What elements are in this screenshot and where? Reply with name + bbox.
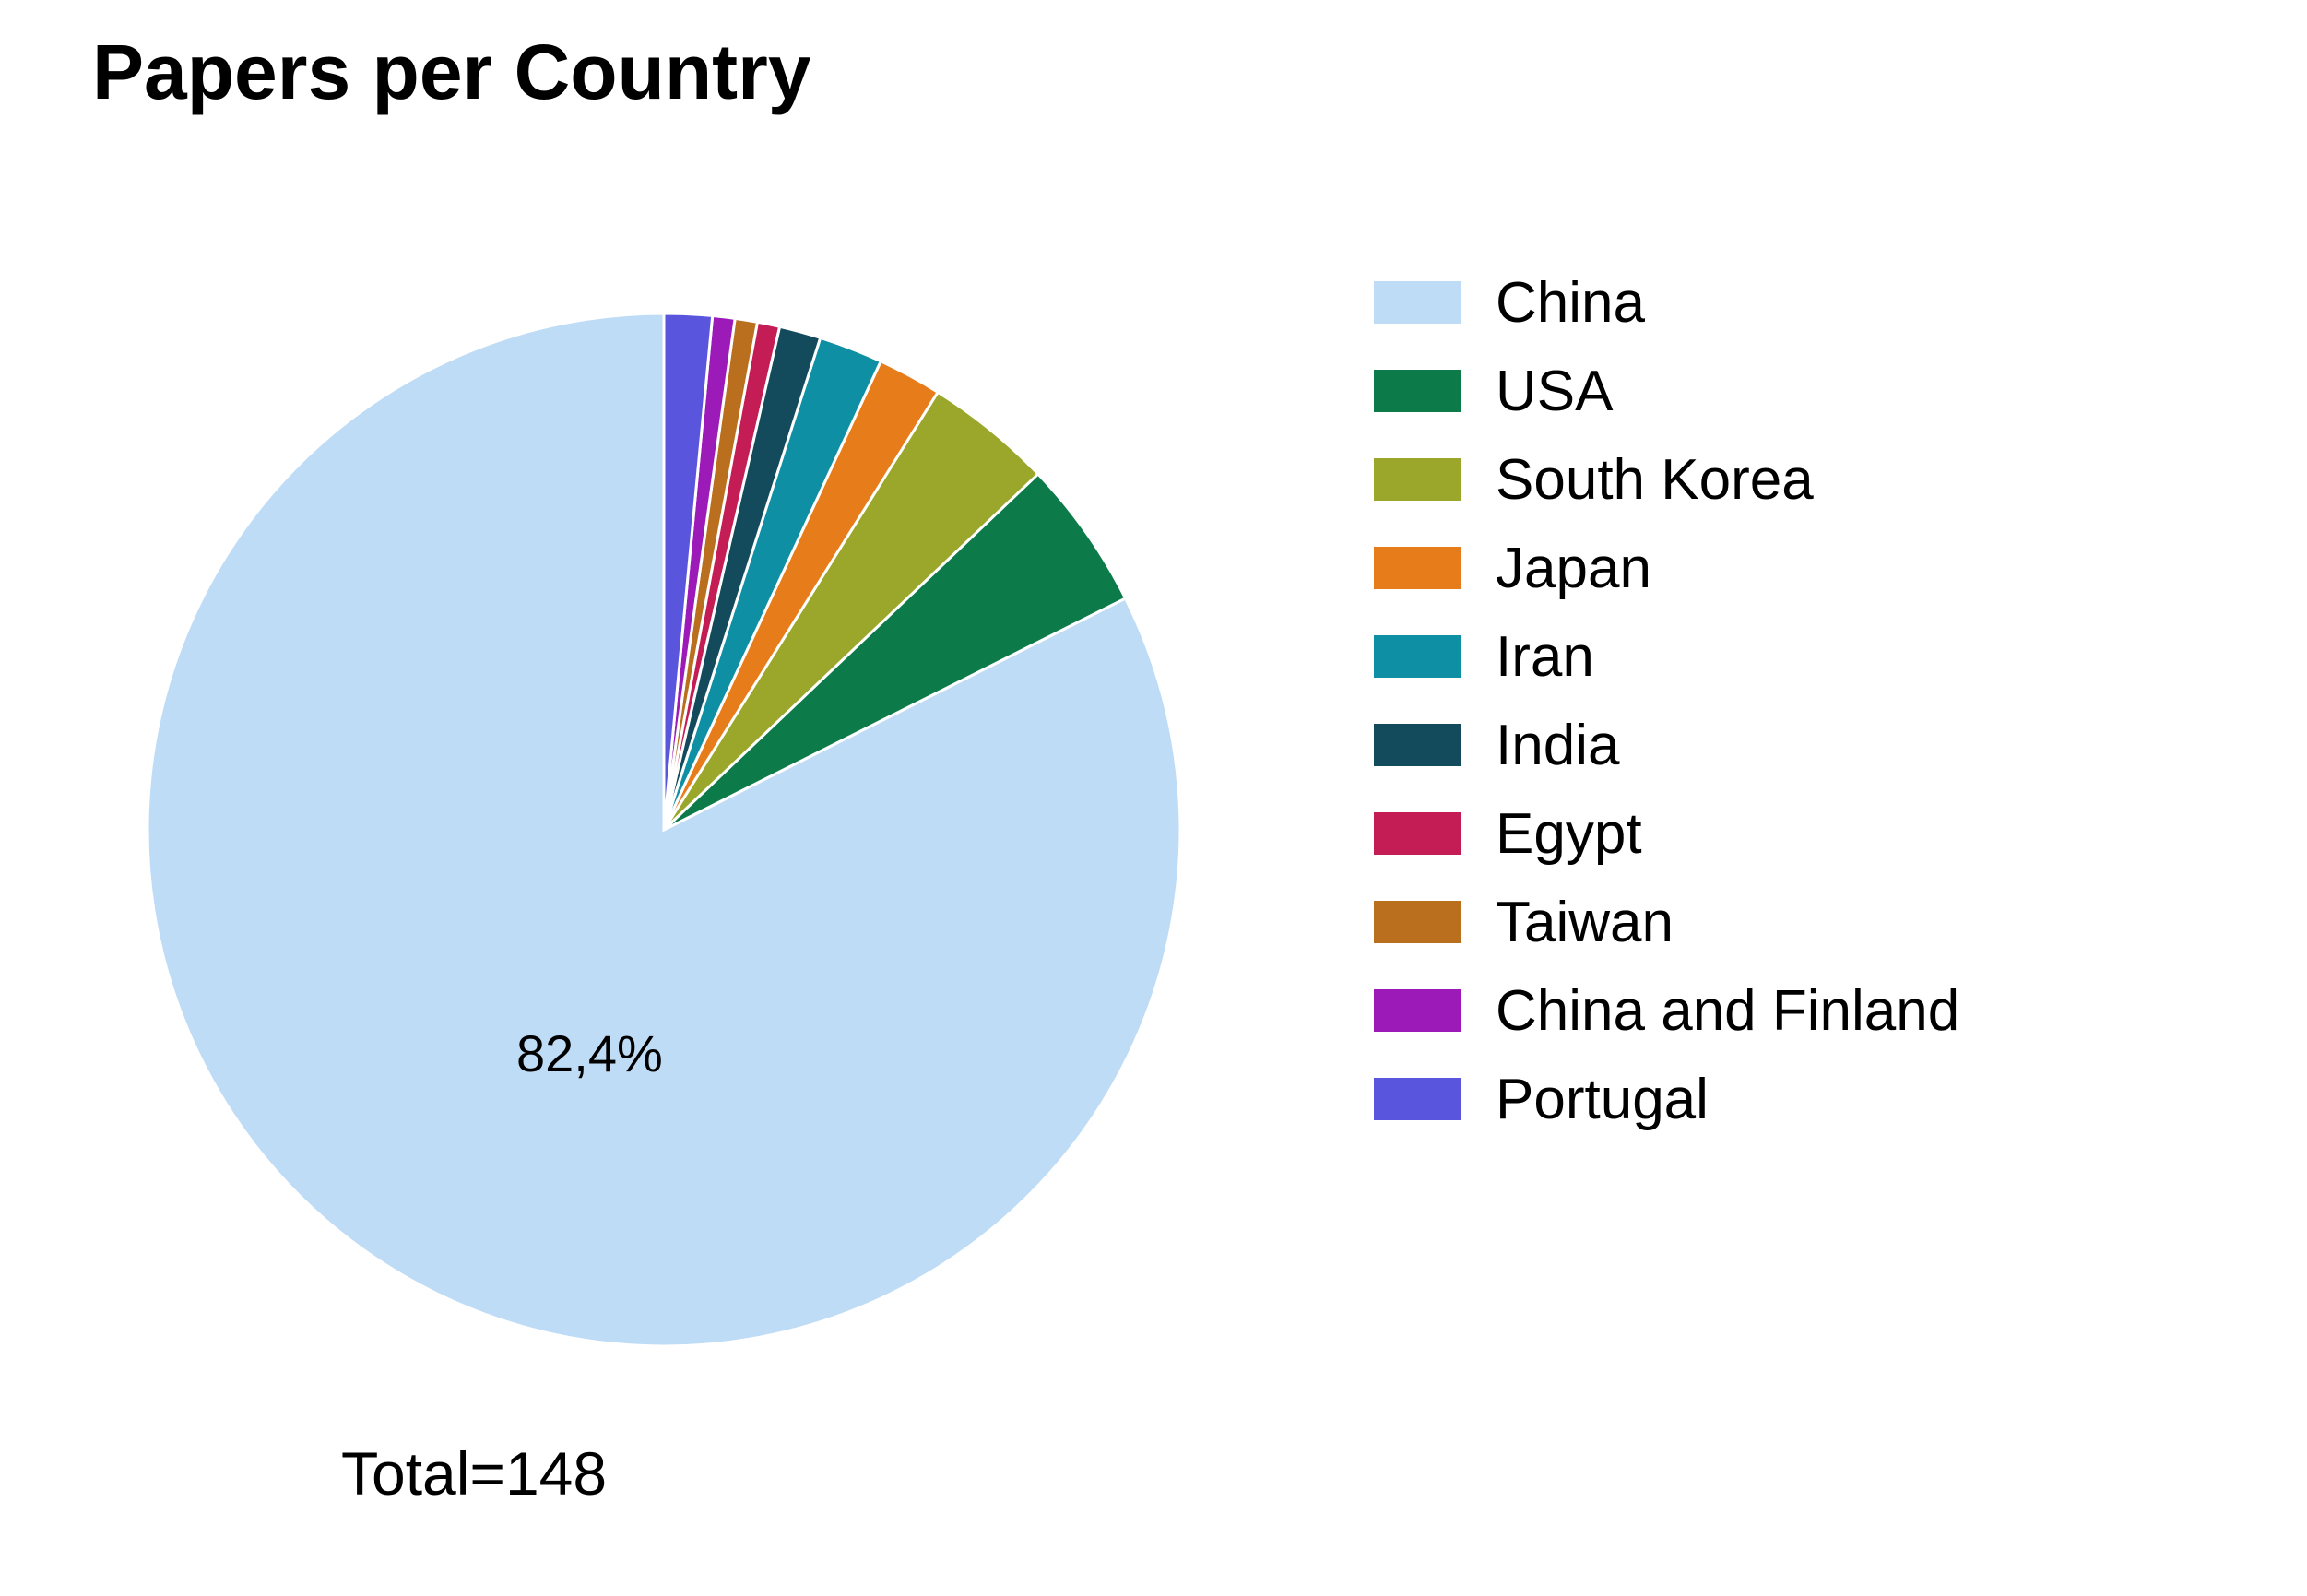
legend-label: Japan bbox=[1496, 536, 1651, 601]
legend-item: China bbox=[1374, 258, 1959, 347]
legend-swatch bbox=[1374, 1078, 1461, 1120]
pie-chart bbox=[138, 304, 1189, 1360]
legend: China USA South Korea Japan Iran India Egypt Ta… bbox=[1374, 258, 1959, 1143]
legend-swatch bbox=[1374, 458, 1461, 501]
legend-item: Taiwan bbox=[1374, 878, 1959, 966]
legend-item: USA bbox=[1374, 347, 1959, 435]
legend-swatch bbox=[1374, 901, 1461, 943]
legend-label: Portugal bbox=[1496, 1067, 1709, 1132]
legend-item: Japan bbox=[1374, 524, 1959, 612]
legend-swatch bbox=[1374, 724, 1461, 766]
legend-label: India bbox=[1496, 713, 1619, 778]
legend-swatch bbox=[1374, 281, 1461, 324]
total-label: Total=148 bbox=[341, 1438, 607, 1508]
legend-label: Iran bbox=[1496, 624, 1594, 690]
legend-label: Egypt bbox=[1496, 801, 1642, 867]
chart-title: Papers per Country bbox=[92, 28, 811, 117]
legend-item: China and Finland bbox=[1374, 966, 1959, 1055]
legend-swatch bbox=[1374, 635, 1461, 678]
legend-item: South Korea bbox=[1374, 435, 1959, 524]
legend-swatch bbox=[1374, 547, 1461, 589]
legend-item: India bbox=[1374, 701, 1959, 789]
pie-svg bbox=[138, 304, 1189, 1355]
dominant-slice-label: 82,4% bbox=[516, 1023, 663, 1083]
legend-swatch bbox=[1374, 370, 1461, 412]
legend-label: China bbox=[1496, 270, 1645, 336]
legend-label: USA bbox=[1496, 359, 1613, 424]
legend-swatch bbox=[1374, 812, 1461, 855]
legend-label: Taiwan bbox=[1496, 890, 1674, 955]
legend-swatch bbox=[1374, 989, 1461, 1032]
legend-item: Iran bbox=[1374, 612, 1959, 701]
legend-label: China and Finland bbox=[1496, 978, 1959, 1044]
legend-item: Egypt bbox=[1374, 789, 1959, 878]
chart-canvas: Papers per Country 82,4% Total=148 China… bbox=[0, 0, 2307, 1596]
legend-item: Portugal bbox=[1374, 1055, 1959, 1143]
legend-label: South Korea bbox=[1496, 447, 1814, 513]
